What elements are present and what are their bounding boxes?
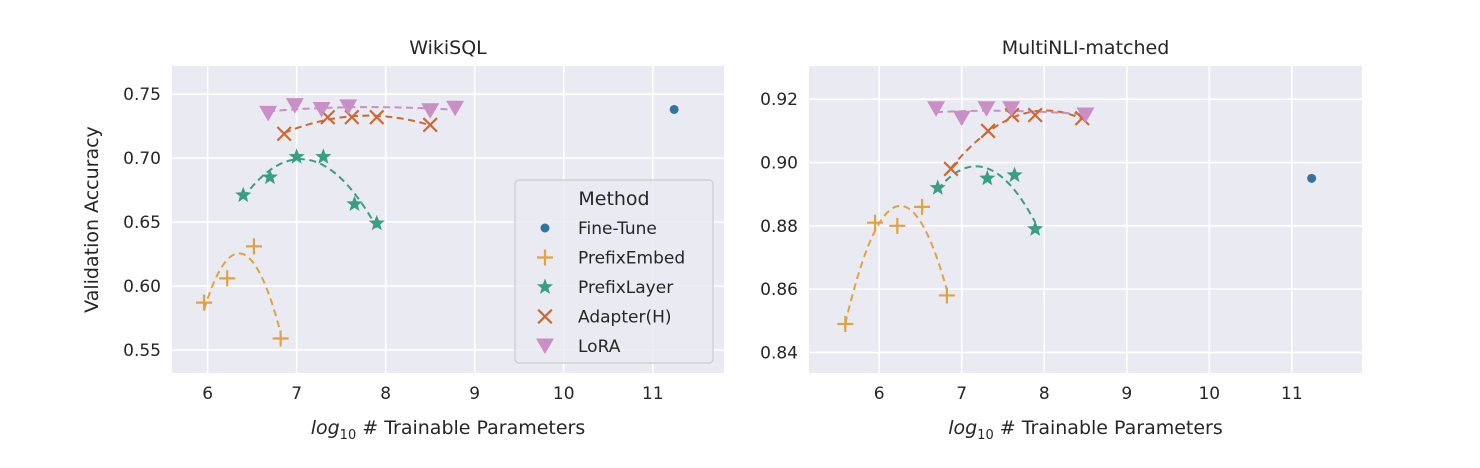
y-tick-label: 0.65 [123, 213, 161, 233]
y-tick-label: 0.70 [123, 149, 161, 169]
y-tick-label: 0.60 [123, 277, 161, 297]
legend-fine-tune-swatch [540, 223, 550, 233]
wikisql-prefixembed-point [196, 294, 213, 311]
legend-prefixlayer-label: PrefixLayer [578, 278, 673, 298]
wikisql-adapter-h-trend [283, 114, 431, 134]
wikisql-prefixembed-trend [203, 252, 282, 334]
y-tick-label: 0.86 [760, 280, 798, 300]
x-tick-label: 8 [1039, 384, 1050, 404]
multinli-prefixembed-point [889, 217, 906, 234]
x-tick-label: 9 [1121, 384, 1132, 404]
y-tick-label: 0.92 [760, 90, 798, 110]
legend-adapter-h-label: Adapter(H) [578, 308, 672, 328]
y-tick-label: 0.88 [760, 217, 798, 237]
multinli-lora-point [1076, 107, 1095, 124]
y-tick-label: 0.90 [760, 154, 798, 174]
legend-box [514, 179, 714, 364]
wikisql-x-ticks: 6 7 8 9 10 11 [202, 384, 663, 404]
multinli-adapter-h-point [980, 123, 996, 139]
legend-fine-tune-label: Fine-Tune [578, 219, 657, 239]
wikisql-lora-point [312, 101, 331, 118]
legend-lora-swatch [536, 338, 554, 354]
wikisql-prefixembed-point [245, 238, 262, 255]
wikisql-x-axis-title: log10 # Trainable Parameters [311, 417, 586, 443]
wikisql-adapter-h-point [369, 109, 385, 125]
wikisql-adapter-h-point [276, 126, 292, 142]
wikisql-lora-point [285, 98, 304, 114]
wikisql-prefixlayer-point [315, 148, 332, 164]
y-tick-label: 0.55 [123, 341, 161, 361]
multinli-lora-point [1002, 101, 1021, 117]
multinli-adapter-h-point [943, 161, 959, 177]
legend-prefixembed-swatch [537, 249, 553, 266]
multinli-lora-point [977, 101, 996, 117]
x-tick-label: 7 [291, 384, 302, 404]
x-tick-label: 11 [642, 384, 664, 404]
multinli-title: MultiNLI-matched [1002, 37, 1170, 59]
multinli-prefixlayer-point [979, 169, 996, 186]
multinli-lora-point [952, 110, 971, 127]
wikisql-trend-lines [203, 106, 456, 334]
wikisql-prefixembed-point [272, 330, 289, 347]
wikisql-lora-point [421, 103, 440, 119]
legend-lora-label: LoRA [578, 337, 621, 357]
multinli-prefixlayer-point [1027, 220, 1044, 236]
multinli-prefixlayer-point [929, 179, 946, 195]
y-tick-label: 0.84 [760, 343, 798, 363]
x-tick-label: 11 [1281, 384, 1303, 404]
wikisql-prefixlayer-point [368, 214, 385, 231]
wikisql-prefixlayer-point [261, 168, 279, 185]
wikisql-prefixlayer-point [346, 195, 363, 212]
x-tick-label: 9 [469, 384, 480, 404]
multinli-x-axis-title: log10 # Trainable Parameters [948, 417, 1223, 443]
legend-items: Fine-Tune PrefixEmbed PrefixLayer Adapter(H… [536, 219, 685, 357]
legend-adapter-h-swatch [537, 308, 553, 325]
legend-prefixlayer-swatch [536, 278, 554, 294]
x-tick-label: 6 [874, 384, 885, 404]
multinli-markers [837, 101, 1317, 332]
wikisql-y-ticks: 0.55 0.60 0.65 0.70 0.75 [123, 85, 161, 361]
wikisql-title: WikiSQL [409, 37, 487, 59]
wikisql-adapter-h-point [422, 117, 438, 133]
legend-title: Method [578, 188, 649, 210]
multinli-prefixembed-point [867, 214, 884, 231]
wikisql-prefixlayer-point [288, 148, 305, 164]
x-tick-label: 10 [1198, 384, 1220, 404]
wikisql-prefixlayer-trend [242, 158, 378, 229]
multinli-fine-tune-point [1307, 173, 1317, 183]
x-tick-label: 6 [202, 384, 213, 404]
legend: Method Fine-Tune PrefixEmbed PrefixLayer Ad… [514, 179, 714, 364]
x-tick-label: 8 [380, 384, 391, 404]
wikisql-prefixlayer-point [235, 186, 252, 203]
wikisql-lora-point [259, 105, 278, 122]
multinli-prefixembed-point [914, 198, 931, 215]
wikisql-y-axis-title: Validation Accuracy [81, 126, 103, 313]
legend-prefixembed-label: PrefixEmbed [578, 249, 685, 269]
wikisql-lora-point [339, 99, 358, 115]
multinli-prefixembed-point [837, 315, 854, 332]
y-tick-label: 0.75 [123, 85, 161, 105]
wikisql-fine-tune-point [669, 104, 679, 114]
x-tick-label: 10 [553, 384, 575, 404]
multinli-lora-point [927, 101, 946, 117]
multinli-x-ticks: 6 7 8 9 10 11 [874, 384, 1303, 404]
wikisql-prefixembed-point [219, 270, 236, 287]
multinli-prefixembed-trend [844, 204, 948, 324]
multinli-prefixlayer-point [1006, 166, 1023, 183]
multinli-adapter-h-trend [950, 109, 1083, 169]
wikisql-lora-point [446, 100, 465, 117]
multinli-panel: 6 7 8 9 10 11 0.84 0.86 0.88 0.90 0.92 MultiNLI-m… [760, 37, 1362, 443]
wikisql-markers [196, 98, 679, 347]
x-tick-label: 7 [956, 384, 967, 404]
multinli-adapter-h-point [1027, 107, 1043, 123]
wikisql-lora-trend [268, 106, 456, 113]
multinli-prefixembed-point [938, 287, 955, 304]
multinli-y-ticks: 0.84 0.86 0.88 0.90 0.92 [760, 90, 798, 363]
